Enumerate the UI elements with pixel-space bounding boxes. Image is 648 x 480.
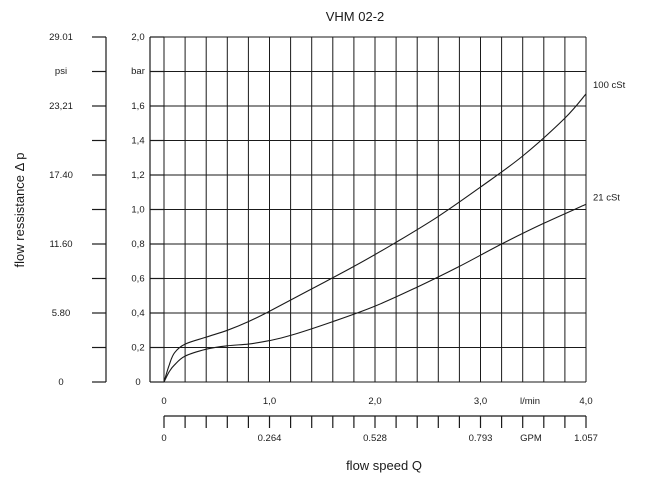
y-tick-label-bar: 2,0	[131, 32, 144, 43]
series-line-21-cst	[163, 203, 587, 383]
y-tick-label-bar: 1,4	[131, 136, 144, 147]
x-tick-label-gpm: 0.793	[469, 433, 493, 444]
x-tick-label-lmin: 2,0	[368, 396, 381, 407]
x-tick-label-lmin: 0	[161, 396, 166, 407]
series-line-100-cst	[163, 93, 587, 383]
y-tick-label-psi: 0	[58, 377, 63, 388]
x-tick-label-lmin: 4,0	[579, 396, 592, 407]
y-tick-label-psi: 29.01	[49, 32, 73, 43]
y-tick-label-psi: 5.80	[52, 308, 71, 319]
y-tick-label-psi: 11.60	[49, 239, 72, 250]
x-tick-label-gpm: 0.528	[363, 433, 387, 444]
x-tick-label-lmin: 1,0	[263, 396, 276, 407]
y-axis-label: flow ressistance Δ p	[12, 153, 27, 268]
y-tick-label-bar: 0,6	[131, 274, 144, 285]
x-tick-label-gpm: 0	[161, 433, 166, 444]
y-tick-label-bar: 1,6	[131, 101, 144, 112]
chart-title: VHM 02-2	[326, 9, 385, 24]
y-tick-label-bar: 1,0	[131, 205, 144, 216]
x-unit-primary: l/min	[520, 396, 540, 407]
series-label-100-cst: 100 cSt	[593, 80, 626, 91]
y-tick-label-bar: 0	[135, 377, 140, 388]
y-tick-label-psi: 17.40	[49, 170, 73, 181]
y-tick-label-psi: 23,21	[49, 101, 73, 112]
y-tick-label-bar: 0,8	[131, 239, 144, 250]
y-tick-label-bar: 0,4	[131, 308, 144, 319]
series-label-21-cst: 21 cSt	[593, 192, 620, 203]
y-tick-label-bar: 0,2	[131, 343, 144, 354]
x-tick-label-lmin: 3,0	[474, 396, 487, 407]
y-unit-secondary: psi	[55, 66, 67, 77]
y-tick-label-bar: 1,2	[131, 170, 144, 181]
y-unit-primary: bar	[131, 66, 145, 77]
x-axis-label: flow speed Q	[346, 458, 422, 473]
x-unit-secondary: GPM	[520, 433, 542, 444]
x-tick-label-gpm: 1.057	[574, 433, 598, 444]
x-tick-label-gpm: 0.264	[258, 433, 282, 444]
